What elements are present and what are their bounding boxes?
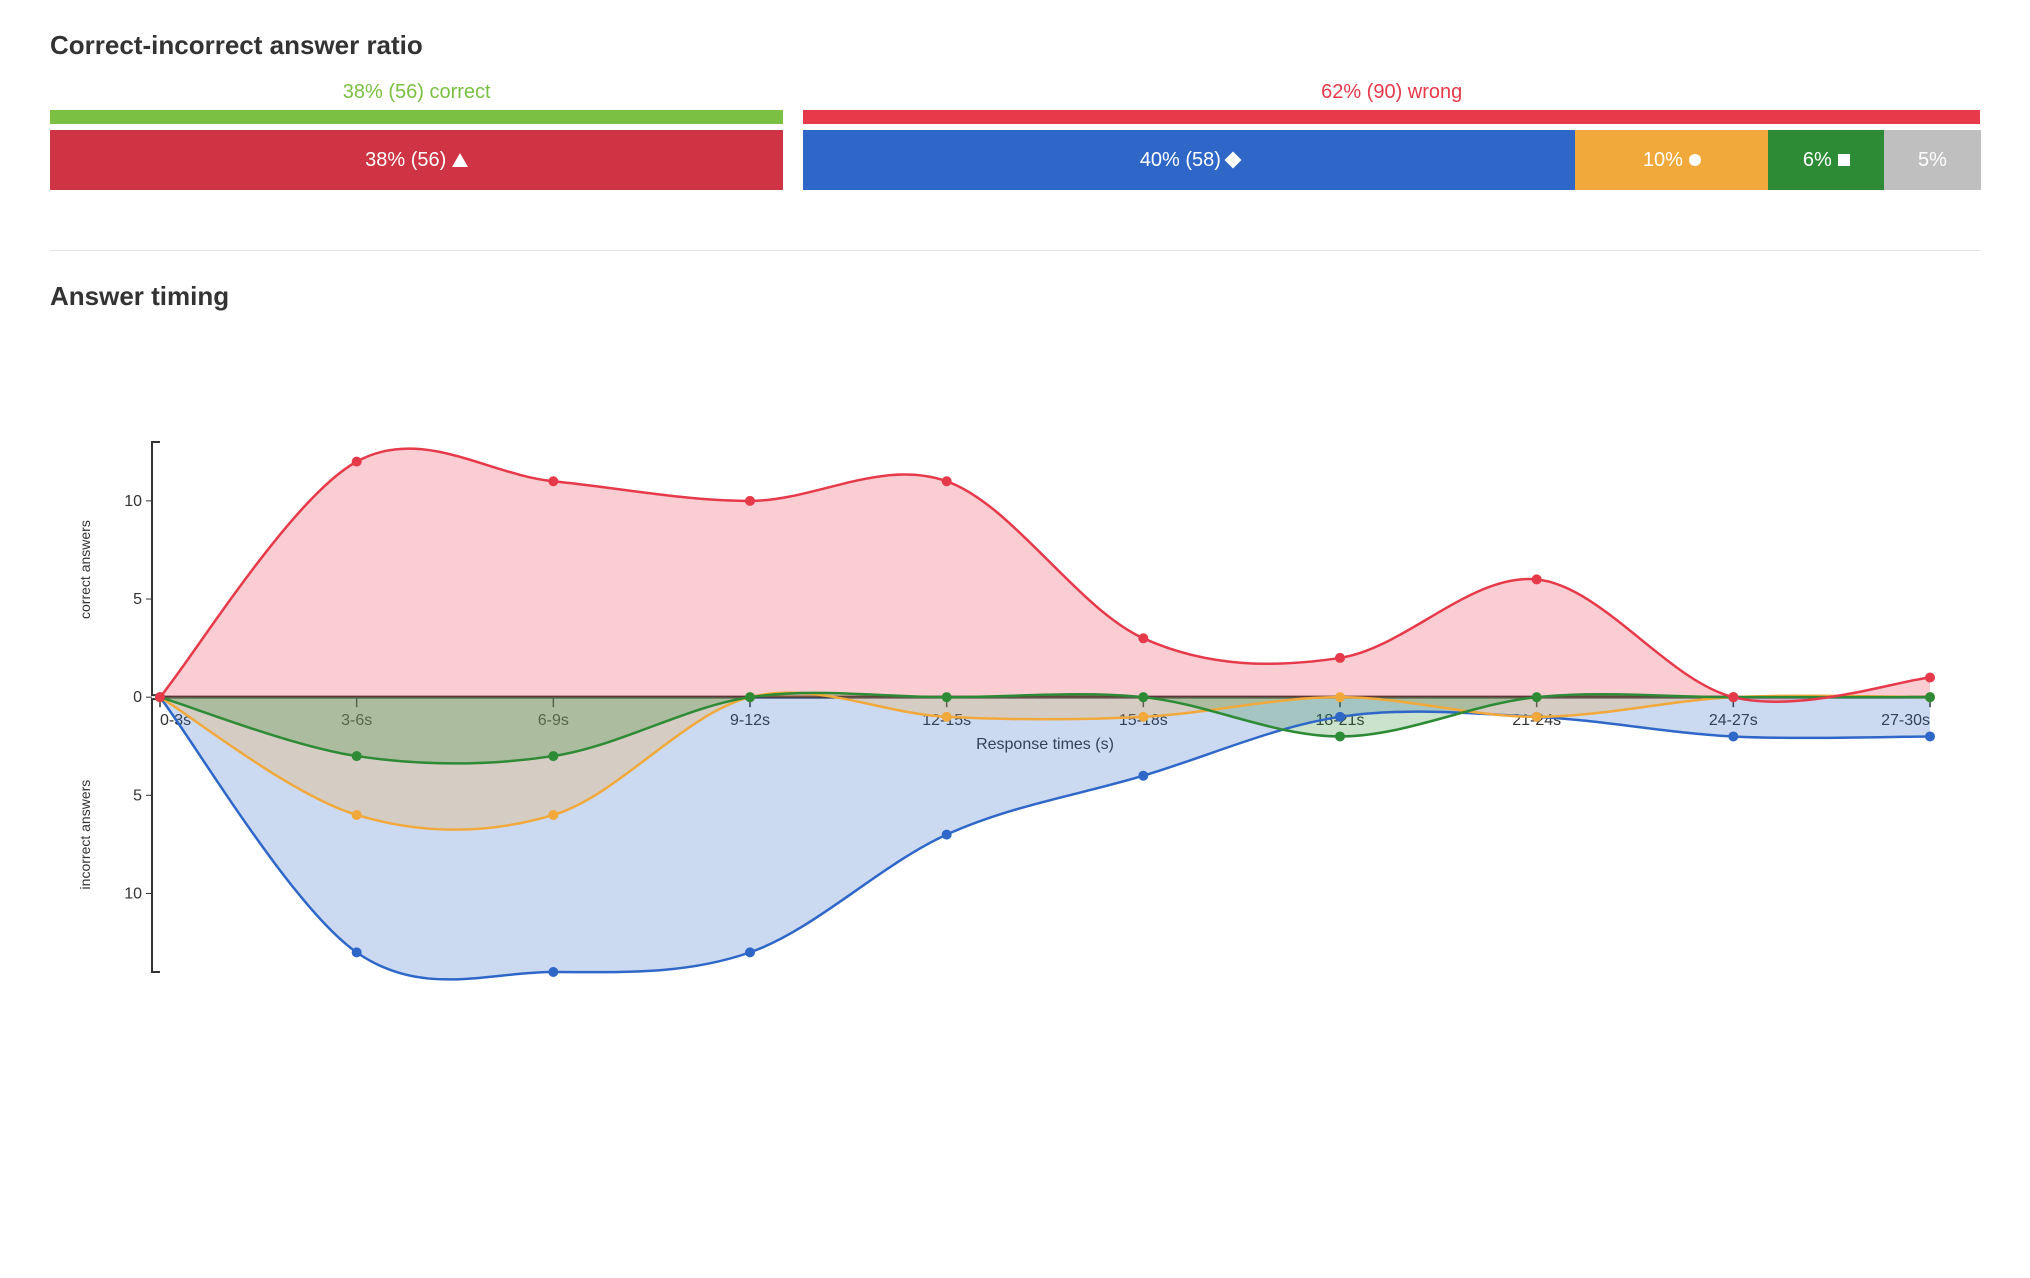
ratio-summary-labels: 38% (56) correct 62% (90) wrong <box>50 81 1980 104</box>
breakdown-segment-2: 10% <box>1575 130 1768 190</box>
ratio-stripe-row <box>50 110 1980 124</box>
wrong-summary-label: 62% (90) wrong <box>803 81 1980 104</box>
timing-chart: 0-3s3-6s6-9s9-12s12-15s15-18s18-21s21-24… <box>50 432 1980 987</box>
svg-text:10: 10 <box>124 493 142 510</box>
wrong-stripe <box>803 110 1980 124</box>
breakdown-segment-3: 6% <box>1768 130 1884 190</box>
breakdown-segment-4: 5% <box>1884 130 1981 190</box>
circle-icon <box>1689 154 1701 166</box>
breakdown-segment-0: 38% (56) <box>50 130 783 190</box>
diamond-icon <box>1224 152 1241 169</box>
timing-title: Answer timing <box>50 281 1980 312</box>
square-icon <box>1838 154 1850 166</box>
svg-text:5: 5 <box>133 591 142 608</box>
svg-text:0: 0 <box>133 689 142 706</box>
svg-text:correct answers: correct answers <box>77 520 93 619</box>
section-divider <box>50 250 1980 251</box>
breakdown-segment-1: 40% (58) <box>803 130 1575 190</box>
triangle-icon <box>452 153 468 167</box>
svg-text:5: 5 <box>133 787 142 804</box>
svg-text:10: 10 <box>124 885 142 902</box>
svg-text:incorrect answers: incorrect answers <box>77 780 93 890</box>
answer-breakdown-bar: 38% (56) 40% (58)10%6%5% <box>50 130 1980 190</box>
ratio-title: Correct-incorrect answer ratio <box>50 30 1980 61</box>
correct-stripe <box>50 110 783 124</box>
correct-summary-label: 38% (56) correct <box>50 81 783 104</box>
